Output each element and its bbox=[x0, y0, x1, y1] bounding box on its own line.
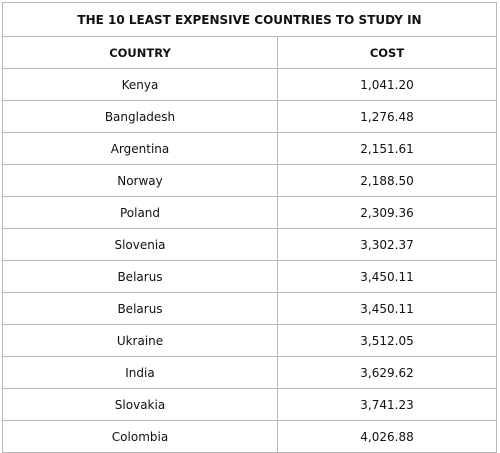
cost-cell: 1,041.20 bbox=[277, 68, 497, 101]
cost-cell: 3,629.62 bbox=[277, 356, 497, 389]
cost-cell: 3,302.37 bbox=[277, 228, 497, 261]
header-row: COUNTRY COST bbox=[2, 36, 497, 69]
table-row: Belarus 3,450.11 bbox=[2, 292, 497, 325]
table-body: Kenya 1,041.20 Bangladesh 1,276.48 Argentina… bbox=[2, 68, 497, 453]
title-row: THE 10 LEAST EXPENSIVE COUNTRIES TO STUD… bbox=[2, 2, 497, 37]
table-row: Bangladesh 1,276.48 bbox=[2, 100, 497, 133]
cost-cell: 3,450.11 bbox=[277, 292, 497, 325]
table-row: Norway 2,188.50 bbox=[2, 164, 497, 197]
country-cell: Colombia bbox=[2, 420, 278, 453]
cost-cell: 1,276.48 bbox=[277, 100, 497, 133]
country-cell: Poland bbox=[2, 196, 278, 229]
cost-cell: 2,188.50 bbox=[277, 164, 497, 197]
table-row: Poland 2,309.36 bbox=[2, 196, 497, 229]
column-header: COST bbox=[277, 36, 497, 69]
country-cell: Belarus bbox=[2, 292, 278, 325]
country-cell: Kenya bbox=[2, 68, 278, 101]
table-row: Slovenia 3,302.37 bbox=[2, 228, 497, 261]
country-cell: Belarus bbox=[2, 260, 278, 293]
cost-cell: 3,450.11 bbox=[277, 260, 497, 293]
cost-cell: 3,741.23 bbox=[277, 388, 497, 421]
table-row: Ukraine 3,512.05 bbox=[2, 324, 497, 357]
country-cell: Bangladesh bbox=[2, 100, 278, 133]
country-cell: Ukraine bbox=[2, 324, 278, 357]
cost-cell: 4,026.88 bbox=[277, 420, 497, 453]
country-cell: India bbox=[2, 356, 278, 389]
country-cell: Argentina bbox=[2, 132, 278, 165]
table-row: Belarus 3,450.11 bbox=[2, 260, 497, 293]
cost-cell: 2,151.61 bbox=[277, 132, 497, 165]
column-header: COUNTRY bbox=[2, 36, 278, 69]
cost-cell: 3,512.05 bbox=[277, 324, 497, 357]
country-cell: Norway bbox=[2, 164, 278, 197]
country-cell: Slovenia bbox=[2, 228, 278, 261]
table-row: Slovakia 3,741.23 bbox=[2, 388, 497, 421]
table-row: Argentina 2,151.61 bbox=[2, 132, 497, 165]
table-row: India 3,629.62 bbox=[2, 356, 497, 389]
table-row: Colombia 4,026.88 bbox=[2, 420, 497, 453]
table-title: THE 10 LEAST EXPENSIVE COUNTRIES TO STUD… bbox=[2, 2, 497, 37]
table-row: Kenya 1,041.20 bbox=[2, 68, 497, 101]
country-cell: Slovakia bbox=[2, 388, 278, 421]
cost-cell: 2,309.36 bbox=[277, 196, 497, 229]
